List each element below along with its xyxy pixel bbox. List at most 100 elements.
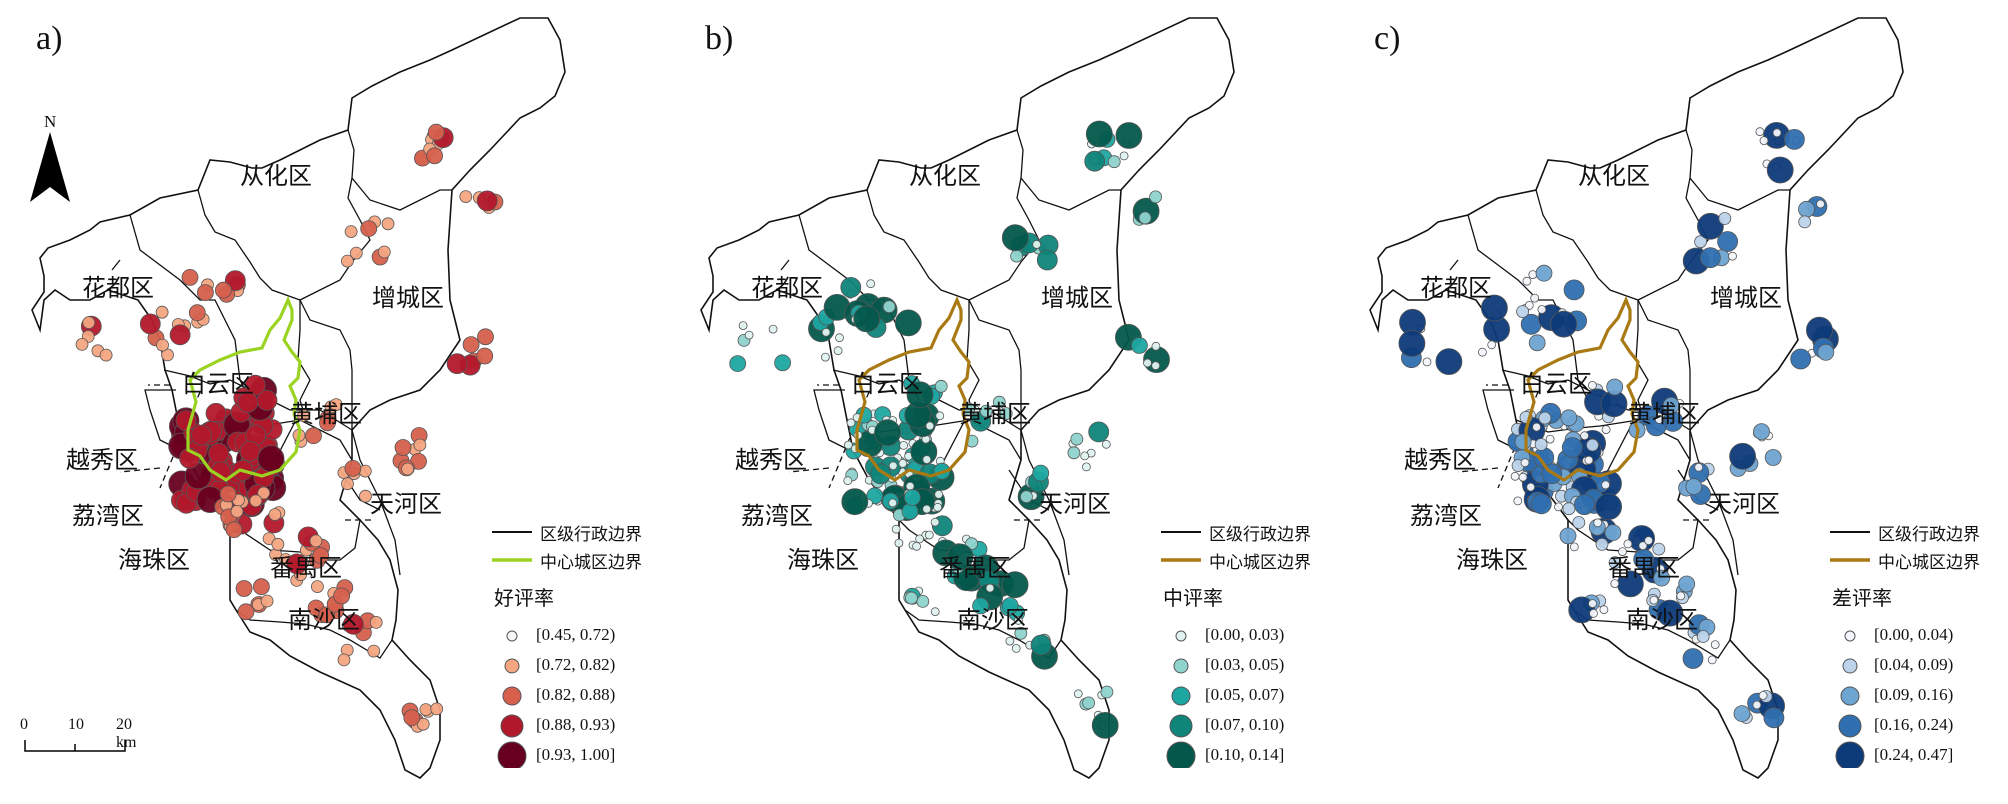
district-label-panyu: 番禺区 <box>270 554 342 582</box>
scale-bar-line <box>24 740 126 752</box>
restaurant-point <box>1763 707 1785 729</box>
restaurant-point <box>310 580 324 593</box>
restaurant-point <box>205 402 227 424</box>
label-leader-line <box>788 467 830 473</box>
restaurant-point <box>874 419 901 447</box>
legend-class-label: [0.05, 0.07) <box>1205 685 1285 704</box>
legend-title: 好评率 <box>494 586 554 610</box>
district-label-tianhe: 天河区 <box>370 490 442 518</box>
legend-center-label: 中心城区边界 <box>1209 553 1311 573</box>
restaurant-point <box>1644 536 1654 545</box>
restaurant-point <box>1685 478 1703 496</box>
district-boundary <box>1689 429 1739 576</box>
restaurant-point <box>1589 609 1598 618</box>
legend-class-label: [0.45, 0.72) <box>536 625 616 644</box>
restaurant-point <box>359 489 372 503</box>
restaurant-point <box>367 644 381 658</box>
legend-class-label: [0.82, 0.88) <box>536 685 616 704</box>
restaurant-point <box>1752 700 1762 710</box>
restaurant-point <box>155 305 169 319</box>
restaurant-point <box>1584 455 1594 465</box>
legend-swatch <box>1835 741 1865 768</box>
restaurant-point <box>219 485 237 503</box>
restaurant-point <box>768 324 778 334</box>
restaurant-point <box>286 553 308 575</box>
legend-class-label: [0.00, 0.03) <box>1205 625 1285 644</box>
legend-title: 差评率 <box>1832 586 1892 610</box>
restaurant-point <box>1619 569 1629 578</box>
restaurant-point <box>899 440 909 450</box>
legend-swatch <box>1171 686 1191 706</box>
restaurant-point <box>1005 636 1015 646</box>
restaurant-point <box>1032 464 1050 482</box>
restaurant-point <box>833 346 843 356</box>
legend-class-label: [0.07, 0.10) <box>1205 715 1285 734</box>
restaurant-point <box>99 348 113 362</box>
restaurant-point <box>237 603 255 621</box>
restaurant-point <box>1816 199 1825 209</box>
restaurant-point <box>1534 438 1548 451</box>
restaurant-point <box>427 123 445 141</box>
restaurant-point <box>446 353 468 375</box>
restaurant-point <box>1081 462 1091 472</box>
restaurant-point <box>1606 378 1624 396</box>
restaurant-point <box>1587 380 1597 390</box>
restaurant-point <box>924 530 934 540</box>
restaurant-point <box>894 309 922 337</box>
restaurant-point <box>1758 691 1768 700</box>
restaurant-point <box>381 217 395 231</box>
scale-bar: 0 10 20 km <box>20 716 144 758</box>
restaurant-point <box>933 502 943 512</box>
restaurant-point <box>1676 591 1686 601</box>
scale-tick-20: 20 km <box>116 716 137 751</box>
restaurant-point <box>1562 502 1576 516</box>
restaurant-point <box>257 486 271 500</box>
restaurant-point <box>934 379 948 393</box>
restaurant-point <box>1656 599 1684 627</box>
restaurant-point <box>1764 449 1782 466</box>
city-outline <box>31 17 566 779</box>
restaurant-point <box>169 324 191 346</box>
district-boundary <box>780 259 790 271</box>
restaurant-point <box>1084 150 1106 172</box>
restaurant-point <box>1014 626 1028 640</box>
restaurant-point <box>1559 527 1577 545</box>
restaurant-point <box>738 321 748 331</box>
district-boundary <box>299 299 353 430</box>
district-boundary <box>297 300 311 421</box>
restaurant-point <box>992 395 1006 409</box>
district-boundary <box>111 259 121 271</box>
legend-district-label: 区级行政边界 <box>540 525 642 545</box>
restaurant-point <box>841 488 869 516</box>
restaurant-point <box>999 407 1013 421</box>
district-boundary <box>1635 300 1649 421</box>
restaurant-point <box>239 440 261 462</box>
district-label-liwan: 荔湾区 <box>741 502 813 530</box>
legend-swatch <box>1175 630 1187 642</box>
restaurant-point <box>1696 212 1724 240</box>
restaurant-point <box>1729 442 1757 470</box>
restaurant-point <box>1091 712 1119 739</box>
legend-class-label: [0.10, 0.14] <box>1205 745 1285 764</box>
legend-class-label: [0.03, 0.05) <box>1205 655 1285 674</box>
restaurant-point <box>342 613 364 635</box>
restaurant-point <box>1528 270 1538 280</box>
restaurant-point <box>1528 334 1546 352</box>
restaurant-point <box>1682 648 1704 669</box>
district-boundary <box>197 189 301 301</box>
restaurant-point <box>888 461 898 471</box>
legend-class-label: [0.24, 0.47] <box>1874 745 1954 764</box>
restaurant-point <box>1510 471 1520 481</box>
district-label-baiyun: 白云区 <box>182 370 254 398</box>
restaurant-point <box>1580 431 1590 441</box>
district-label-huangpu: 黄埔区 <box>290 400 362 428</box>
restaurant-point <box>906 381 934 409</box>
restaurant-point <box>946 543 974 571</box>
map-legend: 区级行政边界 中心城区边界 中评率 [0.00, 0.03) [0.03, 0.05) [… <box>1159 518 1334 768</box>
guangzhou-map-b <box>700 17 1235 779</box>
label-leader-line <box>1457 467 1499 473</box>
restaurant-point <box>1610 579 1620 588</box>
restaurant-point <box>820 352 830 362</box>
district-label-haizhu: 海珠区 <box>787 546 859 574</box>
restaurant-point <box>729 355 747 373</box>
